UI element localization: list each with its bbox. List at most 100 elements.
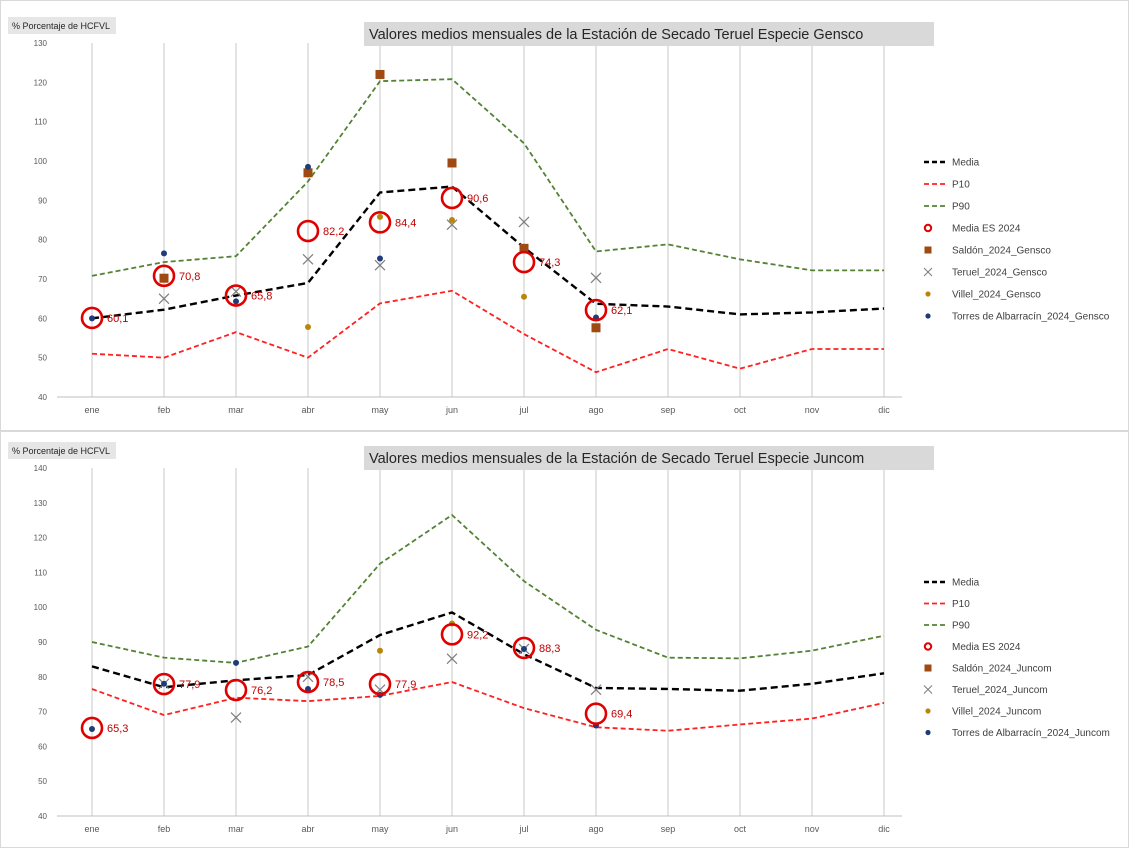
data-label: 76,2 xyxy=(251,685,272,697)
cross-stroke xyxy=(230,286,242,298)
legend-swatch xyxy=(924,246,932,254)
point-torres-de-albarrac-n-2024-gensco xyxy=(377,255,383,262)
point-sald-n-2024-gensco xyxy=(303,168,313,178)
legend-swatch xyxy=(923,267,933,277)
legend-item: Villel_2024_Juncom xyxy=(925,707,1041,718)
data-label: 65,3 xyxy=(107,723,128,735)
x-tick-label: abr xyxy=(301,405,314,415)
point-villel-2024-gensco xyxy=(377,213,383,220)
x-tick-label: ene xyxy=(84,405,99,415)
legend-label: Torres de Albarracín_2024_Gensco xyxy=(952,312,1110,323)
series-line-p10 xyxy=(91,289,884,374)
point-torres-de-albarrac-n-2024-juncom xyxy=(89,726,95,732)
legend-label: P10 xyxy=(952,180,970,191)
data-label: 62,1 xyxy=(611,305,632,317)
point-sald-n-2024-gensco xyxy=(447,158,457,168)
data-label: 88,3 xyxy=(539,643,560,655)
chart-border xyxy=(0,431,1129,848)
legend-swatch xyxy=(925,313,931,319)
data-label: 82,2 xyxy=(323,226,344,238)
legend-item: Torres de Albarracín_2024_Gensco xyxy=(925,312,1110,323)
x-tick-label: nov xyxy=(805,824,820,834)
point-media-es-2024 xyxy=(440,623,464,646)
point-torres-de-albarrac-n-2024-juncom xyxy=(305,685,311,692)
y-tick-label: 70 xyxy=(38,275,47,284)
y-tick-label: 120 xyxy=(34,78,48,87)
legend-label: P90 xyxy=(952,202,970,213)
legend-swatch xyxy=(923,642,933,651)
point-villel-2024-gensco xyxy=(521,293,527,300)
point-teruel-2024-juncom xyxy=(446,653,458,665)
legend-item: Torres de Albarracín_2024_Juncom xyxy=(925,728,1110,739)
point-media-es-2024 xyxy=(80,306,104,330)
cross-stroke xyxy=(374,259,386,271)
legend-label: Villel_2024_Gensco xyxy=(952,290,1041,301)
point-media-es-2024 xyxy=(224,678,248,702)
cross-stroke xyxy=(302,253,314,265)
chart-svg: 40 50 60 70 80 90 100 110 120 130 ene feb mar abr may j… xyxy=(0,0,1129,431)
x-tick-label: jul xyxy=(518,824,528,834)
x-tick-label: nov xyxy=(805,405,820,415)
x-tick-label: may xyxy=(371,824,389,834)
point-media-es-2024 xyxy=(584,702,608,725)
point-media-es-2024 xyxy=(584,298,608,322)
y-tick-label: 110 xyxy=(34,118,47,127)
legend-item: P10 xyxy=(924,180,970,191)
legend-label: Villel_2024_Juncom xyxy=(952,707,1041,718)
legend-label: Torres de Albarracín_2024_Juncom xyxy=(952,728,1110,739)
legend-item: Media ES 2024 xyxy=(923,223,1021,235)
legend-swatch xyxy=(925,708,931,714)
legend-item: P90 xyxy=(924,202,970,213)
point-media-es-2024 xyxy=(296,670,320,694)
legend-label: Teruel_2024_Juncom xyxy=(952,685,1048,696)
point-villel-2024-gensco xyxy=(449,217,455,223)
legend-item: P10 xyxy=(924,599,970,610)
point-media-es-2024 xyxy=(152,672,176,696)
y-tick-label: 70 xyxy=(38,708,47,717)
x-tick-label: ago xyxy=(588,824,603,834)
point-media-es-2024 xyxy=(512,250,536,274)
y-tick-label: 80 xyxy=(38,236,47,245)
legend-swatch xyxy=(925,291,931,297)
data-label: 69,4 xyxy=(611,709,632,721)
y-tick-label: 90 xyxy=(38,638,47,647)
data-label: 74,3 xyxy=(539,257,560,269)
x-tick-label: feb xyxy=(158,405,171,415)
legend-label: Media ES 2024 xyxy=(952,642,1021,653)
legend-swatch xyxy=(925,729,931,736)
point-media-es-2024 xyxy=(440,186,464,210)
x-tick-label: oct xyxy=(734,405,747,415)
point-torres-de-albarrac-n-2024-juncom xyxy=(233,659,239,666)
legend-label: P90 xyxy=(952,621,970,632)
point-torres-de-albarrac-n-2024-gensco xyxy=(89,315,95,322)
x-tick-label: ene xyxy=(84,824,99,834)
cross-stroke xyxy=(446,219,458,231)
point-teruel-2024-gensco xyxy=(302,253,314,265)
chart-gensco: 40 50 60 70 80 90 100 110 120 130 ene feb mar abr may j… xyxy=(0,0,1129,431)
point-sald-n-2024-gensco xyxy=(591,323,601,333)
y-tick-label: 130 xyxy=(34,39,48,48)
legend-swatch xyxy=(923,223,933,233)
data-label: 60,1 xyxy=(107,313,128,325)
data-label: 84,4 xyxy=(395,217,416,229)
x-tick-label: dic xyxy=(878,824,890,834)
y-tick-label: 120 xyxy=(34,534,48,543)
data-label: 78,5 xyxy=(323,677,344,689)
y-tick-label: 40 xyxy=(38,393,47,402)
point-torres-de-albarrac-n-2024-juncom xyxy=(161,680,167,687)
point-teruel-2024-gensco xyxy=(158,293,170,305)
chart-svg: 40 50 60 70 80 90 100 110 120 130 140 ene feb mar abr m… xyxy=(0,431,1129,848)
x-tick-label: jun xyxy=(445,824,458,834)
x-tick-label: dic xyxy=(878,405,890,415)
point-teruel-2024-juncom xyxy=(590,684,602,696)
y-tick-label: 140 xyxy=(34,464,48,473)
cross-stroke xyxy=(590,272,602,284)
y-tick-label: 80 xyxy=(38,673,47,682)
point-media-es-2024 xyxy=(368,672,392,696)
point-teruel-2024-gensco xyxy=(590,272,602,284)
chart-title: Valores medios mensuales de la Estación … xyxy=(369,451,864,467)
data-label: 90,6 xyxy=(467,193,488,205)
series-line-p90 xyxy=(91,78,884,277)
point-torres-de-albarrac-n-2024-juncom xyxy=(521,645,527,652)
